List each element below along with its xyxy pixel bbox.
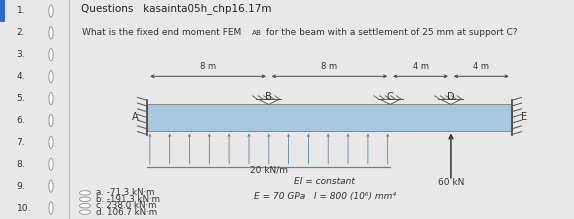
Text: 8 m: 8 m [321,62,338,71]
Text: C: C [387,92,394,102]
Text: Questions   kasainta05h_chp16.17m: Questions kasainta05h_chp16.17m [81,4,272,14]
Text: for the beam with a settlement of 25 mm at support C?: for the beam with a settlement of 25 mm … [263,28,517,37]
Text: D: D [447,92,455,102]
Text: 10.: 10. [17,203,31,213]
Text: 5.: 5. [17,94,25,103]
Text: AB: AB [252,30,262,36]
Circle shape [49,202,53,214]
Text: A: A [132,113,138,122]
Text: 6.: 6. [17,116,25,125]
Text: 7.: 7. [17,138,25,147]
Text: 9.: 9. [17,182,25,191]
Text: b. -191.3 kN·m: b. -191.3 kN·m [96,195,160,204]
Circle shape [79,197,91,201]
Text: a. -71.3 kN·m: a. -71.3 kN·m [96,188,154,197]
Circle shape [79,210,91,214]
Polygon shape [380,99,400,104]
Circle shape [49,180,53,192]
Bar [148,104,511,131]
Circle shape [79,203,91,208]
Circle shape [49,136,53,148]
Polygon shape [441,99,461,104]
Polygon shape [259,99,279,104]
Text: 1.: 1. [17,6,25,16]
Text: 60 kN: 60 kN [438,178,464,187]
Circle shape [49,114,53,127]
Text: What is the fixed end moment FEM: What is the fixed end moment FEM [83,28,242,37]
Circle shape [49,5,53,17]
Text: B: B [265,92,272,102]
Circle shape [79,191,91,195]
Text: 20 kN/m: 20 kN/m [250,166,288,175]
Text: EI = constant: EI = constant [294,177,355,186]
Circle shape [49,71,53,83]
Circle shape [49,92,53,105]
Text: 8.: 8. [17,160,25,169]
Text: 2.: 2. [17,28,25,37]
Circle shape [49,49,53,61]
Bar [0,0,5,22]
Text: E: E [521,113,527,122]
Text: 8 m: 8 m [200,62,216,71]
Text: c. 238.0 kN·m: c. 238.0 kN·m [96,201,157,210]
Text: d. 106.7 kN·m: d. 106.7 kN·m [96,208,157,217]
Text: E = 70 GPa   I = 800 (10⁶) mm⁴: E = 70 GPa I = 800 (10⁶) mm⁴ [254,192,395,201]
Text: 4.: 4. [17,72,25,81]
Text: 3.: 3. [17,50,25,59]
Circle shape [49,27,53,39]
Text: 4 m: 4 m [413,62,429,71]
Circle shape [49,158,53,170]
Text: 4 m: 4 m [474,62,489,71]
